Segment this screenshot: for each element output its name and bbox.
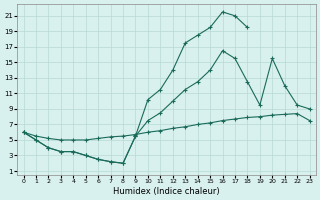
X-axis label: Humidex (Indice chaleur): Humidex (Indice chaleur) bbox=[113, 187, 220, 196]
